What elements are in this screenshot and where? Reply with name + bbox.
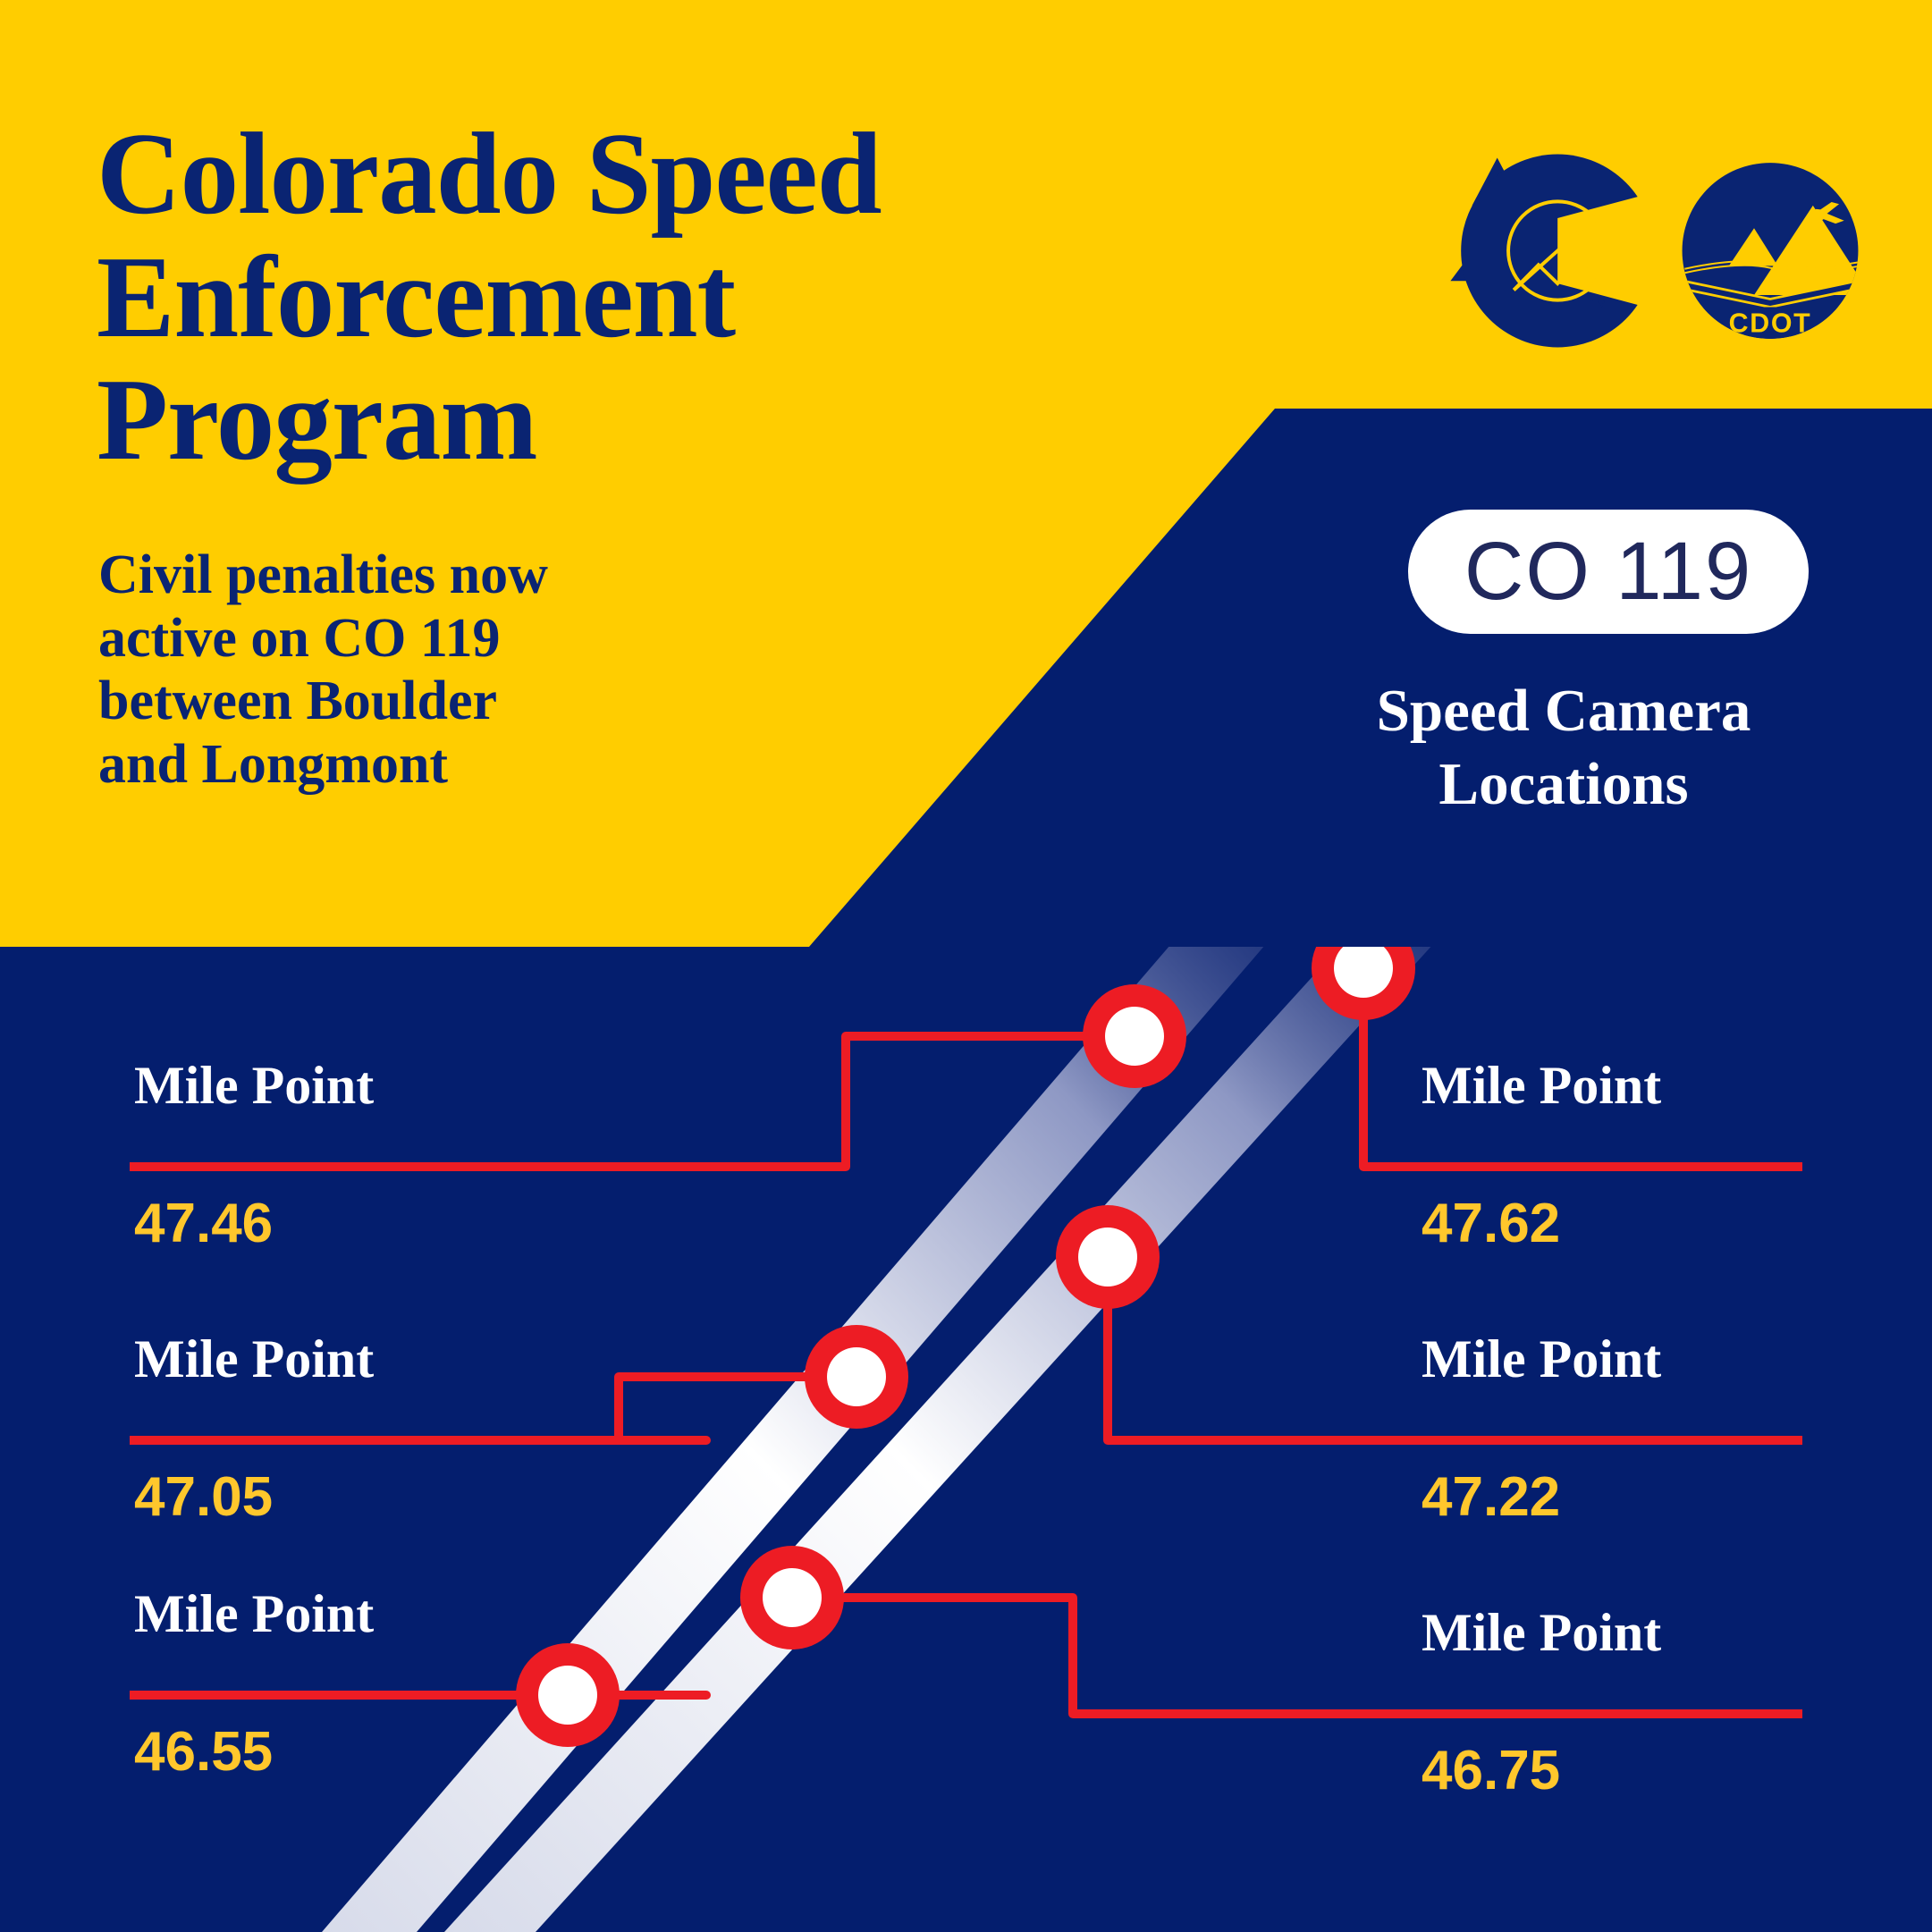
svg-text:CDOT: CDOT xyxy=(1729,309,1812,339)
svg-text:TM: TM xyxy=(1588,298,1607,312)
